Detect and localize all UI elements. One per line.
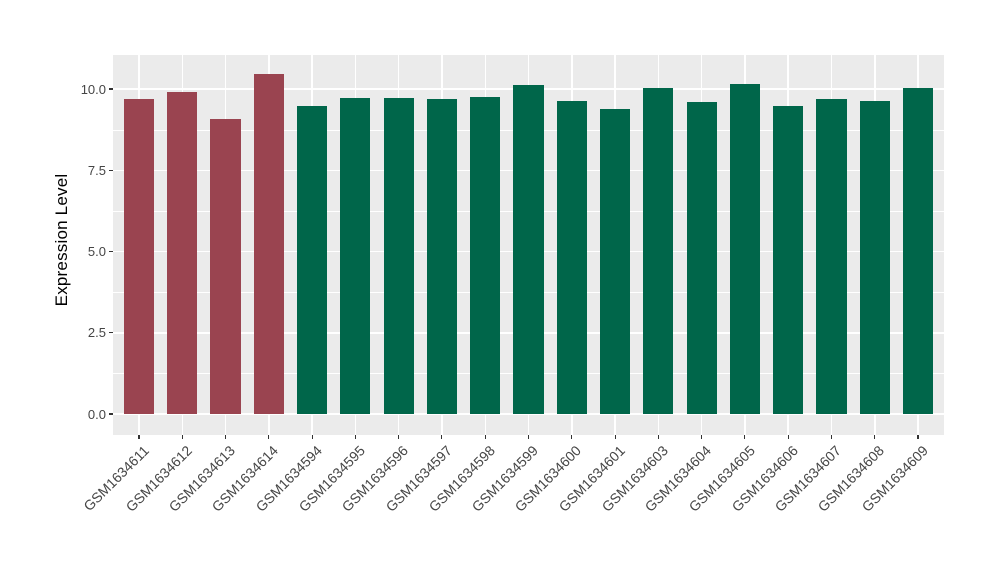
bar [902, 88, 934, 414]
bar [859, 100, 890, 414]
bar [643, 88, 674, 414]
x-tick [917, 435, 919, 439]
x-tick [181, 435, 183, 439]
x-tick [787, 435, 789, 439]
x-tick [138, 435, 140, 439]
bar [470, 97, 501, 414]
x-tick [268, 435, 270, 439]
y-tick-label: 7.5 [87, 162, 106, 178]
y-tick [109, 88, 113, 90]
bar [773, 106, 804, 414]
bar [210, 118, 241, 414]
x-tick [398, 435, 400, 439]
gridline-major [113, 413, 944, 415]
bar [167, 91, 198, 414]
bar [599, 109, 631, 414]
y-tick-label: 2.5 [87, 325, 106, 341]
y-tick-label: 10.0 [80, 81, 106, 97]
x-tick [744, 435, 746, 439]
x-tick [657, 435, 659, 439]
x-tick [701, 435, 703, 439]
x-tick [571, 435, 573, 439]
plot-panel [113, 55, 944, 435]
bar [686, 101, 717, 414]
bar [513, 85, 544, 414]
y-tick [109, 250, 113, 253]
y-tick-label: 5.0 [87, 244, 106, 259]
bar [123, 99, 155, 414]
bar [729, 84, 761, 414]
bar [253, 74, 284, 414]
y-tick-label: 0.0 [87, 406, 106, 422]
y-tick [109, 413, 113, 415]
x-tick [614, 435, 616, 439]
x-tick [441, 435, 443, 439]
y-tick [109, 332, 113, 334]
x-tick [830, 435, 833, 439]
y-tick [109, 169, 113, 171]
bar [340, 97, 371, 414]
bar [426, 99, 458, 414]
bar [816, 99, 847, 414]
x-tick [874, 435, 876, 439]
bar [383, 98, 414, 414]
bar [296, 105, 328, 414]
y-axis-title: Expression Level [52, 173, 71, 307]
x-tick [311, 435, 313, 439]
bar [556, 100, 587, 414]
x-tick [354, 435, 356, 439]
x-tick [224, 435, 227, 439]
x-tick [484, 435, 486, 439]
x-tick [527, 435, 530, 439]
